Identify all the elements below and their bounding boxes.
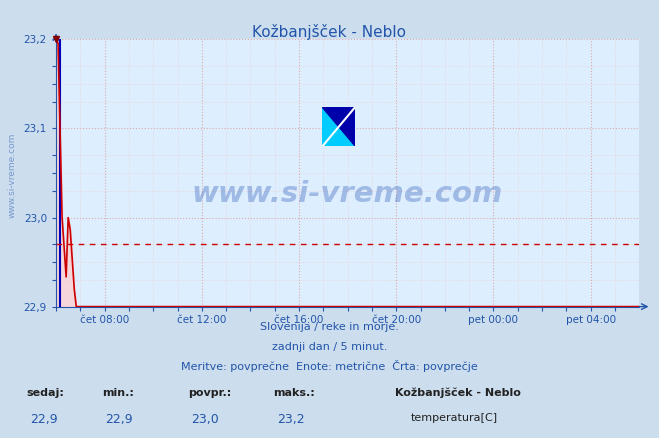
- Text: 23,0: 23,0: [191, 413, 219, 426]
- Text: Kožbanjšček - Neblo: Kožbanjšček - Neblo: [252, 24, 407, 40]
- Text: maks.:: maks.:: [273, 388, 315, 398]
- Polygon shape: [322, 107, 355, 146]
- Text: povpr.:: povpr.:: [188, 388, 231, 398]
- Text: Kožbanjšček - Neblo: Kožbanjšček - Neblo: [395, 388, 521, 398]
- Text: 23,2: 23,2: [277, 413, 304, 426]
- Polygon shape: [322, 107, 355, 146]
- Text: Slovenija / reke in morje.: Slovenija / reke in morje.: [260, 322, 399, 332]
- Polygon shape: [322, 107, 355, 146]
- Text: sedaj:: sedaj:: [26, 388, 64, 398]
- Text: www.si-vreme.com: www.si-vreme.com: [192, 180, 503, 208]
- Text: 22,9: 22,9: [30, 413, 57, 426]
- Text: temperatura[C]: temperatura[C]: [411, 413, 498, 423]
- Text: 22,9: 22,9: [105, 413, 133, 426]
- Text: www.si-vreme.com: www.si-vreme.com: [8, 133, 17, 218]
- Text: zadnji dan / 5 minut.: zadnji dan / 5 minut.: [272, 342, 387, 352]
- Text: Meritve: povprečne  Enote: metrične  Črta: povprečje: Meritve: povprečne Enote: metrične Črta:…: [181, 360, 478, 372]
- Text: min.:: min.:: [102, 388, 134, 398]
